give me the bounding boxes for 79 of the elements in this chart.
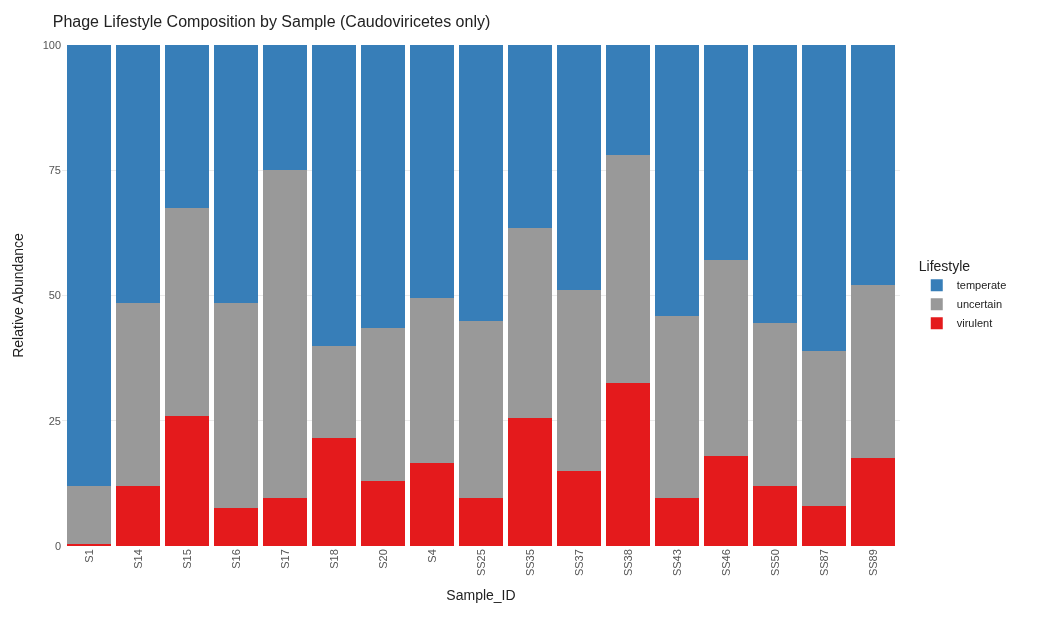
bar bbox=[752, 45, 798, 324]
bar bbox=[605, 155, 651, 384]
bar bbox=[164, 45, 210, 208]
y-tick-label: 100 bbox=[42, 38, 61, 51]
bar bbox=[801, 45, 847, 351]
bar bbox=[262, 170, 308, 499]
bar bbox=[262, 45, 308, 171]
x-tick-label: SS50 bbox=[768, 549, 781, 577]
legend-label: temperate bbox=[956, 279, 1007, 292]
bar bbox=[654, 45, 700, 316]
chart-title: Phage Lifestyle Composition by Sample (Caudoviricetes only) bbox=[52, 12, 491, 30]
bar bbox=[66, 45, 112, 486]
bar bbox=[164, 207, 210, 416]
bar bbox=[262, 498, 308, 546]
x-tick-label: S15 bbox=[180, 549, 193, 569]
bar bbox=[605, 383, 651, 546]
x-tick-label: S20 bbox=[376, 549, 389, 569]
bar bbox=[115, 303, 161, 486]
bar bbox=[458, 320, 504, 499]
bar bbox=[507, 227, 553, 419]
y-tick-label: 25 bbox=[48, 414, 61, 427]
bar bbox=[654, 315, 700, 499]
y-tick-label: 0 bbox=[54, 539, 61, 552]
legend-label: uncertain bbox=[956, 298, 1003, 311]
bar bbox=[850, 45, 896, 286]
bar bbox=[458, 45, 504, 321]
bar bbox=[654, 498, 700, 546]
bar bbox=[703, 455, 749, 546]
bar bbox=[801, 350, 847, 506]
bar bbox=[409, 45, 455, 299]
bar bbox=[801, 505, 847, 546]
x-tick-label: S4 bbox=[425, 549, 438, 563]
bar bbox=[850, 458, 896, 546]
x-axis-title: Sample_ID bbox=[446, 587, 516, 604]
y-axis-title: Relative Abundance bbox=[10, 233, 27, 358]
bar bbox=[164, 415, 210, 546]
x-tick-label: SS25 bbox=[474, 549, 487, 577]
x-tick-label: SS43 bbox=[670, 549, 683, 577]
bar bbox=[556, 45, 602, 291]
x-tick-label: SS46 bbox=[719, 549, 732, 577]
bar bbox=[311, 438, 357, 546]
bar bbox=[311, 345, 357, 439]
x-tick-label: SS89 bbox=[866, 549, 879, 577]
bar bbox=[850, 285, 896, 459]
bar bbox=[213, 303, 259, 509]
bar bbox=[409, 463, 455, 546]
bar bbox=[752, 485, 798, 546]
bar bbox=[703, 45, 749, 261]
bar bbox=[213, 508, 259, 546]
bar bbox=[752, 323, 798, 486]
x-tick-label: SS87 bbox=[817, 549, 830, 577]
legend-label: virulent bbox=[956, 317, 993, 330]
bar bbox=[311, 45, 357, 346]
bar bbox=[115, 45, 161, 304]
x-tick-label: S1 bbox=[82, 549, 95, 563]
bar bbox=[360, 45, 406, 329]
x-tick-label: SS37 bbox=[572, 549, 585, 577]
bar bbox=[556, 470, 602, 546]
bar bbox=[360, 328, 406, 481]
x-tick-label: S16 bbox=[229, 549, 242, 569]
bar bbox=[360, 480, 406, 546]
x-tick-label: SS38 bbox=[621, 549, 634, 577]
bar bbox=[409, 298, 455, 464]
bar bbox=[507, 45, 553, 228]
bar bbox=[458, 498, 504, 546]
bar bbox=[556, 290, 602, 471]
bar bbox=[115, 485, 161, 546]
y-tick-label: 50 bbox=[48, 289, 61, 302]
bar bbox=[213, 45, 259, 304]
x-tick-label: SS35 bbox=[523, 549, 536, 577]
bar bbox=[703, 260, 749, 456]
bar bbox=[605, 45, 651, 156]
x-tick-label: S18 bbox=[327, 549, 340, 569]
x-tick-label: S17 bbox=[278, 549, 291, 569]
legend-title: Lifestyle bbox=[918, 257, 971, 274]
bar bbox=[507, 418, 553, 546]
bar bbox=[66, 485, 112, 544]
y-tick-label: 75 bbox=[48, 164, 61, 177]
x-tick-label: S14 bbox=[131, 549, 144, 569]
